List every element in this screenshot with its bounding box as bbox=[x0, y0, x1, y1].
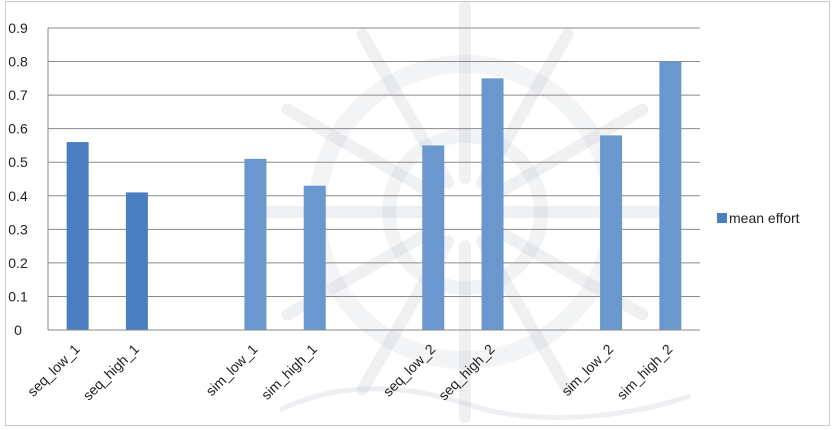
x-tick-label: seq_high_1 bbox=[80, 341, 143, 404]
y-tick-label: 0.4 bbox=[8, 188, 28, 204]
watermark-ray bbox=[281, 103, 442, 201]
y-tick-label: 0.2 bbox=[8, 255, 28, 271]
y-tick-label: 0.6 bbox=[8, 121, 28, 137]
bar-seq-low-1 bbox=[66, 142, 89, 330]
y-tick-label: 0.1 bbox=[8, 288, 28, 304]
y-tick-label: 0.3 bbox=[8, 221, 28, 237]
bar-seq-high-1 bbox=[125, 192, 148, 330]
watermark-inner-ring bbox=[382, 129, 548, 295]
bar-sim-low-2 bbox=[600, 135, 623, 330]
bar-seq-high-2 bbox=[481, 78, 504, 330]
bar-seq-low-2 bbox=[422, 145, 445, 330]
legend-swatch bbox=[717, 213, 727, 223]
legend: mean effort bbox=[717, 210, 800, 226]
y-tick-label: 0.8 bbox=[8, 54, 28, 70]
x-tick-label: sim_high_2 bbox=[614, 341, 676, 403]
y-tick-label: 0.7 bbox=[8, 87, 28, 103]
x-tick-label: sim_low_2 bbox=[558, 341, 616, 399]
legend-label: mean effort bbox=[729, 210, 800, 226]
x-tick-label: sim_high_1 bbox=[258, 341, 320, 403]
x-tick-label: seq_low_1 bbox=[24, 341, 83, 400]
bar-sim-low-1 bbox=[244, 158, 267, 330]
bar-sim-high-2 bbox=[659, 61, 682, 331]
bar-sim-high-1 bbox=[303, 185, 326, 330]
bar-layer bbox=[66, 61, 682, 331]
y-tick-label: 0.9 bbox=[8, 20, 28, 36]
watermark-ray bbox=[488, 103, 649, 201]
watermark-script bbox=[278, 386, 691, 420]
axis-layer bbox=[47, 28, 700, 331]
x-tick-label: sim_low_1 bbox=[202, 341, 260, 399]
y-tick-label: 0 bbox=[14, 322, 22, 338]
y-tick-label: 0.5 bbox=[8, 154, 28, 170]
